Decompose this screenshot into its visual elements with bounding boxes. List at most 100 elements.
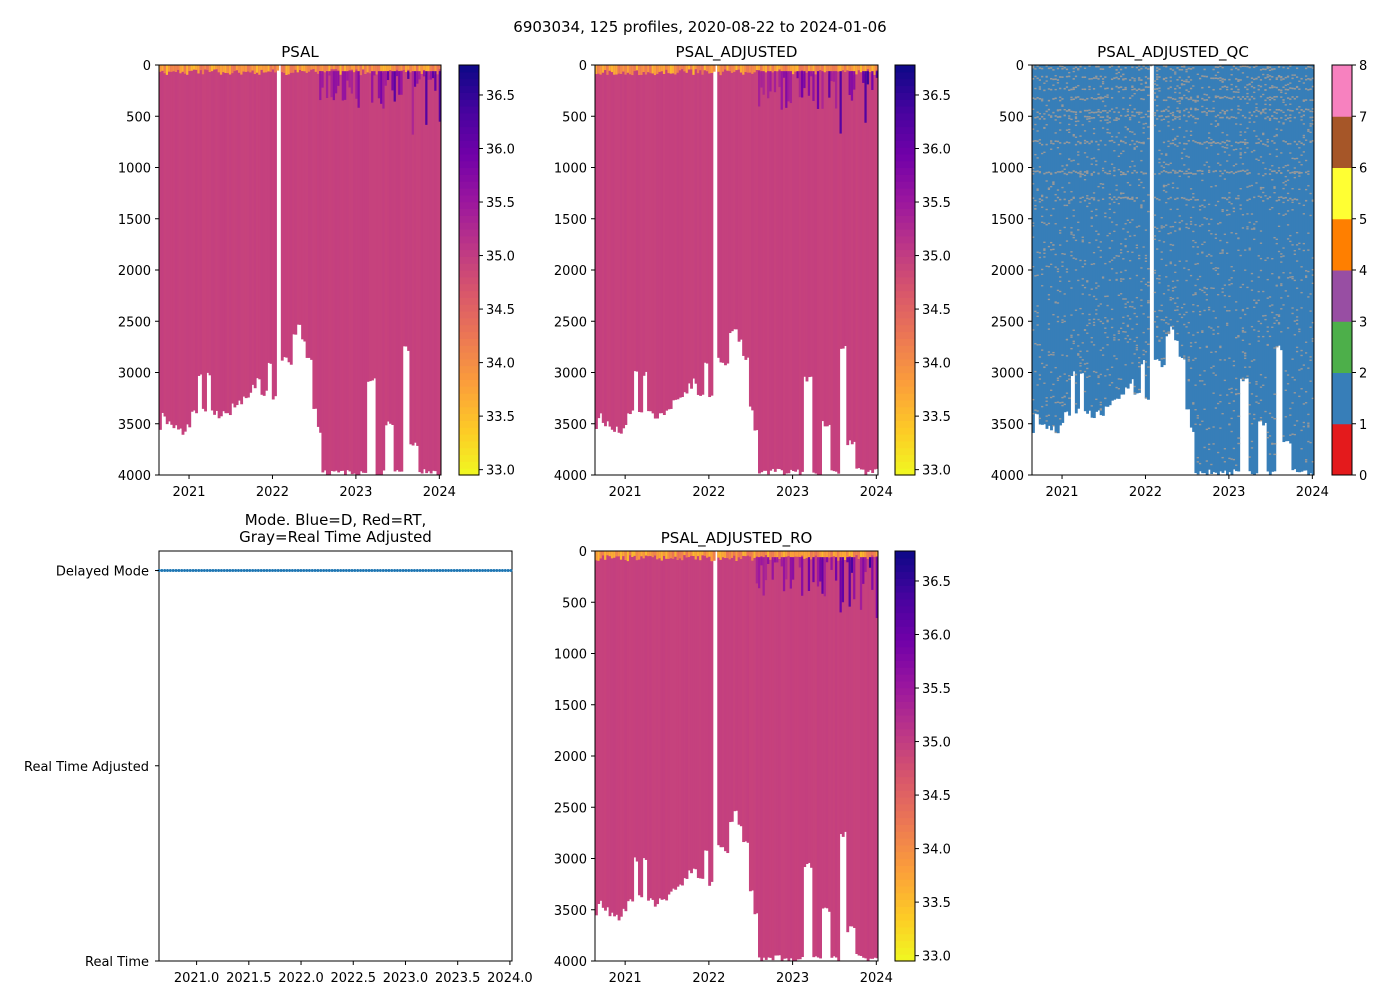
qc-flag-mark bbox=[1255, 109, 1259, 112]
colorbar-segment bbox=[459, 160, 479, 169]
qc-flag-mark bbox=[1226, 214, 1229, 216]
qc-flag-mark bbox=[1113, 201, 1117, 204]
qc-flag-mark bbox=[1063, 168, 1067, 170]
qc-flag-mark bbox=[1115, 386, 1119, 389]
salinity-column bbox=[724, 551, 727, 852]
colorbar-segment bbox=[895, 331, 915, 339]
qc-flag-mark bbox=[1189, 342, 1193, 344]
qc-column bbox=[1045, 65, 1049, 429]
qc-flag-mark bbox=[1216, 293, 1220, 296]
mode-point bbox=[307, 569, 311, 573]
salinity-surface bbox=[615, 65, 619, 75]
qc-flag-mark bbox=[1068, 108, 1071, 111]
qc-flag-mark bbox=[1061, 319, 1065, 321]
qc-flag-mark bbox=[1115, 184, 1119, 187]
qc-flag-mark bbox=[1122, 278, 1126, 280]
qc-flag-mark bbox=[1280, 129, 1284, 131]
qc-flag-mark bbox=[1253, 66, 1256, 69]
qc-flag-mark bbox=[1117, 155, 1121, 158]
qc-flag-mark bbox=[1165, 115, 1168, 118]
qc-flag-mark bbox=[1286, 179, 1290, 181]
qc-flag-mark bbox=[1309, 110, 1313, 113]
salinity-column bbox=[368, 65, 372, 382]
salinity-surface bbox=[744, 65, 748, 72]
colorbar-segment bbox=[459, 85, 479, 93]
qc-flag-mark bbox=[1061, 186, 1065, 189]
qc-flag-mark bbox=[1045, 180, 1049, 182]
salinity-upper bbox=[434, 71, 438, 91]
qc-flag-mark bbox=[1277, 323, 1281, 325]
qc-flag-mark bbox=[1135, 336, 1139, 339]
colorbar-segment bbox=[895, 954, 915, 962]
qc-flag-mark bbox=[1041, 75, 1044, 78]
colorbar-segment bbox=[459, 92, 479, 100]
qc-flag-mark bbox=[1304, 459, 1308, 461]
salinity-upper bbox=[789, 71, 793, 104]
salinity-surface bbox=[217, 65, 221, 73]
qc-flag-mark bbox=[1147, 316, 1150, 318]
salinity-column bbox=[188, 65, 192, 428]
qc-flag-mark bbox=[1131, 196, 1135, 199]
qc-flag-mark bbox=[1259, 111, 1263, 114]
qc-flag-mark bbox=[1241, 214, 1245, 216]
qc-flag-mark bbox=[1250, 325, 1254, 328]
qc-column bbox=[1099, 65, 1103, 416]
qc-flag-mark bbox=[1095, 208, 1099, 211]
qc-flag-mark bbox=[1289, 109, 1293, 112]
qc-flag-mark bbox=[1034, 342, 1038, 345]
qc-flag-mark bbox=[1059, 116, 1062, 118]
salinity-column bbox=[260, 65, 264, 395]
salinity-surface bbox=[760, 65, 764, 73]
salinity-upper bbox=[762, 71, 766, 95]
salinity-upper bbox=[834, 71, 838, 109]
x-tick-label: 2021 bbox=[1045, 485, 1078, 500]
qc-flag-mark bbox=[1097, 78, 1101, 80]
qc-flag-mark bbox=[1169, 68, 1173, 70]
qc-flag-mark bbox=[1171, 128, 1175, 131]
salinity-surface bbox=[739, 551, 743, 560]
qc-flag-mark bbox=[1099, 373, 1103, 376]
qc-flag-mark bbox=[1113, 174, 1117, 177]
salinity-column bbox=[416, 65, 420, 446]
qc-flag-mark bbox=[1160, 258, 1164, 261]
qc-flag-mark bbox=[1203, 370, 1207, 372]
colorbar-segment bbox=[895, 913, 915, 921]
qc-flag-mark bbox=[1117, 196, 1121, 199]
qc-flag-mark bbox=[1180, 152, 1184, 154]
qc-flag-mark bbox=[1196, 253, 1200, 255]
salinity-surface bbox=[685, 65, 689, 73]
qc-flag-mark bbox=[1180, 220, 1184, 222]
salinity-surface bbox=[380, 65, 383, 72]
colorbar-segment bbox=[895, 926, 915, 935]
colorbar-segment bbox=[895, 947, 915, 955]
qc-flag-mark bbox=[1309, 192, 1313, 195]
salinity-surface bbox=[199, 65, 203, 71]
qc-flag-mark bbox=[1201, 289, 1205, 292]
qc-flag-mark bbox=[1043, 366, 1047, 369]
salinity-surface bbox=[418, 65, 422, 75]
psal_adjusted-colorbar: 33.033.534.034.535.035.536.036.5 bbox=[894, 64, 951, 479]
colorbar-segment bbox=[895, 564, 915, 573]
qc-flag-mark bbox=[1043, 256, 1047, 258]
qc-flag-mark bbox=[1286, 169, 1290, 172]
salinity-column bbox=[371, 65, 374, 381]
qc-flag-mark bbox=[1063, 66, 1067, 69]
qc-flag-mark bbox=[1174, 137, 1177, 140]
salinity-surface bbox=[595, 65, 598, 75]
qc-flag-mark bbox=[1126, 108, 1130, 111]
salinity-surface bbox=[875, 65, 878, 70]
qc-flag-mark bbox=[1119, 252, 1123, 254]
qc-flag-mark bbox=[1304, 352, 1308, 354]
qc-flag-mark bbox=[1169, 76, 1173, 79]
qc-flag-mark bbox=[1104, 119, 1108, 121]
qc-flag-mark bbox=[1047, 298, 1051, 301]
salinity-surface bbox=[260, 65, 264, 70]
qc-flag-mark bbox=[1140, 299, 1144, 301]
qc-flag-mark bbox=[1248, 83, 1252, 85]
qc-flag-mark bbox=[1223, 306, 1227, 308]
qc-flag-mark bbox=[1257, 159, 1261, 162]
qc-flag-mark bbox=[1295, 231, 1299, 234]
qc-flag-mark bbox=[1160, 337, 1164, 339]
